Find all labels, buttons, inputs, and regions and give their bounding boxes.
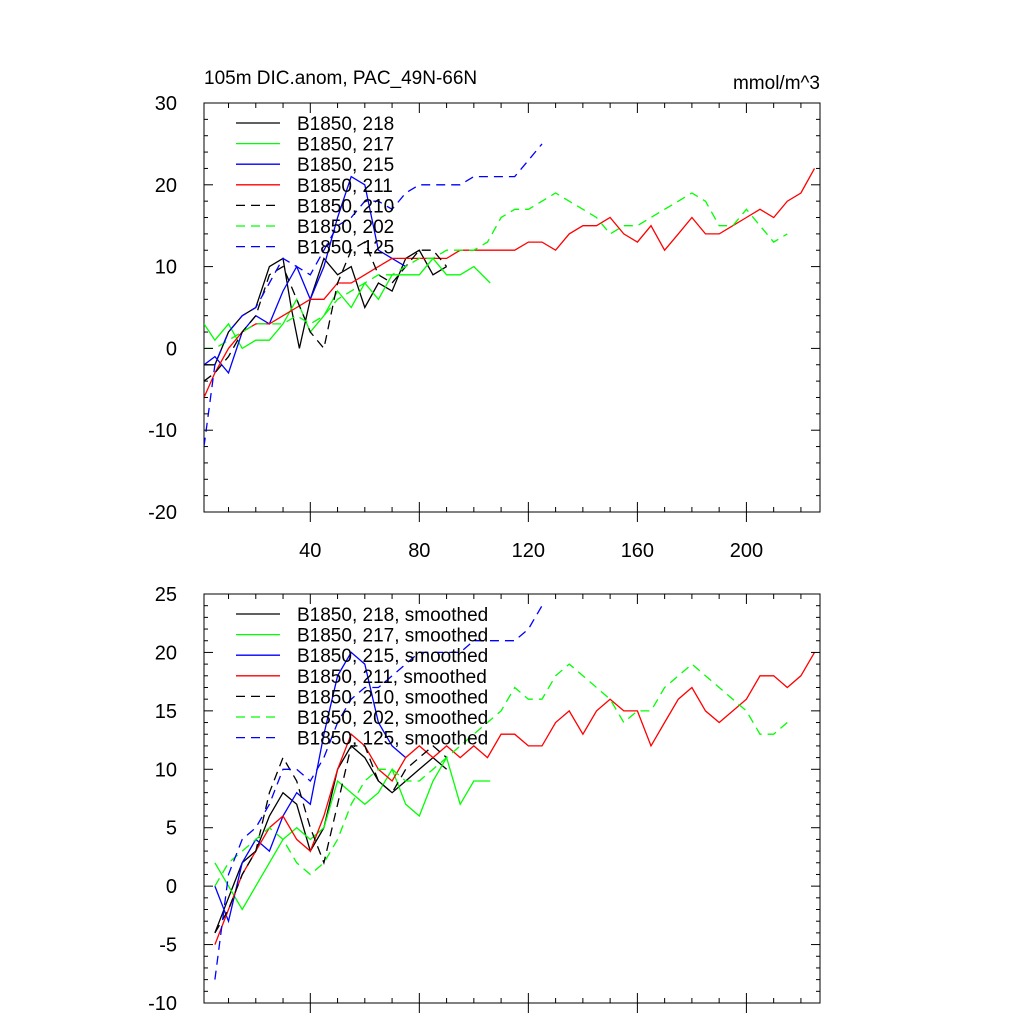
series-line	[204, 143, 543, 447]
series-line	[214, 744, 448, 934]
legend-label: B1850, 210, smoothed	[297, 687, 488, 708]
series-line	[214, 651, 407, 924]
series-line	[204, 168, 816, 398]
y-tick-label: 15	[155, 701, 177, 723]
x-tick-label: 40	[299, 540, 321, 562]
top-panel: -20 -10 0 10 20 30 40 80 120 160 200 105m DIC.anom,…	[148, 68, 821, 562]
plot-frame	[203, 102, 821, 513]
series-line	[214, 663, 788, 887]
y-tick-label: 0	[166, 338, 177, 360]
series-line	[204, 175, 407, 375]
x-tick-label: 80	[408, 540, 430, 562]
legend-label: B1850, 211	[297, 176, 393, 197]
series-line	[204, 257, 491, 350]
legend-label: B1850, 202, smoothed	[297, 708, 488, 729]
y-tick-label: 10	[155, 257, 177, 279]
legend-label: B1850, 125, smoothed	[297, 729, 488, 750]
units-label: mmol/m^3	[733, 73, 820, 94]
x-tick-label: 120	[512, 540, 545, 562]
x-tick-label: 200	[730, 540, 763, 562]
legend-label: B1850, 215, smoothed	[297, 646, 488, 667]
y-tick-label: 20	[155, 642, 177, 664]
y-tick-label: -5	[159, 935, 177, 957]
y-tick-label: -10	[148, 993, 177, 1015]
series-line	[214, 605, 543, 980]
y-tick-label: 10	[155, 759, 177, 781]
legend-label: B1850, 202	[297, 217, 394, 238]
x-tick-label: 160	[621, 540, 654, 562]
series-line	[204, 192, 788, 350]
y-tick-label: 20	[155, 175, 177, 197]
legend-label: B1850, 217, smoothed	[297, 626, 488, 647]
legend-label: B1850, 218, smoothed	[297, 605, 488, 626]
legend-label: B1850, 218	[297, 114, 394, 135]
y-tick-label: -20	[148, 502, 177, 524]
series-line	[204, 249, 447, 366]
legend-label: B1850, 210	[297, 196, 394, 217]
chart-title: 105m DIC.anom, PAC_49N-66N	[204, 68, 477, 89]
legend-label: B1850, 215	[297, 155, 394, 176]
series-line	[214, 755, 491, 911]
legend-label: B1850, 217	[297, 135, 394, 156]
y-tick-label: 5	[166, 818, 177, 840]
y-tick-label: -10	[148, 420, 177, 442]
legend-label: B1850, 211, smoothed	[297, 667, 487, 688]
y-tick-label: 30	[155, 93, 177, 115]
series-line	[214, 745, 448, 934]
plot-frame	[203, 593, 821, 1004]
legend-label: B1850, 125	[297, 238, 394, 259]
y-tick-label: 25	[155, 584, 177, 606]
y-tick-label: 0	[166, 876, 177, 898]
